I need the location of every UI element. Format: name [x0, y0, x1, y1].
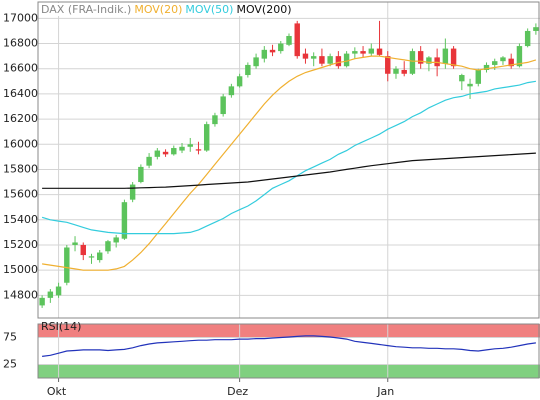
- candle-body: [39, 297, 45, 306]
- candle-body: [72, 242, 78, 245]
- candle-body: [113, 237, 119, 243]
- candle-body: [55, 286, 62, 296]
- legend-entry: MOV(20): [134, 3, 182, 16]
- y-tick-label: 16200: [3, 112, 38, 125]
- legend-entry: MOV(50): [185, 3, 233, 16]
- ma-line: [42, 55, 537, 271]
- y-tick-label: 17000: [3, 11, 38, 24]
- candle-body: [228, 86, 235, 96]
- candle-body: [533, 27, 539, 31]
- candle-body: [500, 57, 506, 62]
- y-tick-label: 75: [3, 331, 17, 344]
- candle-body: [508, 58, 514, 67]
- candle-body: [310, 56, 317, 59]
- y-tick-label: 16600: [3, 62, 38, 75]
- x-tick-label: Dez: [227, 385, 248, 398]
- candle-body: [401, 69, 407, 74]
- candle-body: [516, 46, 523, 67]
- upper-band: [38, 324, 540, 338]
- candle-body: [352, 51, 358, 54]
- candle-body: [154, 150, 161, 157]
- panel-frame: [37, 1, 540, 319]
- legend-entry: MOV(200): [236, 3, 291, 16]
- candle-body: [236, 76, 243, 87]
- candle-body: [319, 56, 325, 64]
- candle-body: [129, 184, 136, 200]
- candle-body: [426, 57, 432, 64]
- candle-body: [442, 48, 449, 64]
- candle-body: [286, 35, 292, 45]
- candle-body: [376, 48, 383, 55]
- candle-body: [278, 43, 284, 52]
- candle-body: [343, 53, 350, 67]
- candle-body: [245, 64, 251, 76]
- y-tick-label: 25: [3, 358, 17, 371]
- ma-line: [42, 335, 536, 357]
- y-tick-label: 15800: [3, 162, 38, 175]
- candle-body: [459, 75, 465, 82]
- panel-frame: [37, 323, 540, 379]
- y-tick-label: 15000: [3, 263, 38, 276]
- candle-body: [187, 144, 193, 147]
- legend-entry: DAX (FRA-Indik.): [41, 3, 131, 16]
- y-tick-label: 14800: [3, 288, 38, 301]
- y-tick-label: 15600: [3, 188, 38, 201]
- candle-body: [475, 69, 481, 84]
- candle-body: [179, 146, 185, 151]
- y-tick-label: 16400: [3, 87, 38, 100]
- candle-body: [327, 56, 333, 64]
- candle-body: [483, 64, 490, 70]
- y-tick-label: 16800: [3, 37, 38, 50]
- candle-body: [492, 61, 498, 65]
- candle-body: [409, 51, 416, 74]
- ma-line: [41, 80, 536, 235]
- x-tick-label: Okt: [47, 385, 67, 398]
- lower-band: [38, 364, 540, 378]
- ma-line: [42, 152, 536, 189]
- candle-body: [360, 51, 366, 54]
- candle-body: [524, 30, 531, 47]
- candle-body: [385, 56, 391, 74]
- candle-body: [47, 291, 54, 298]
- candle-body: [220, 96, 226, 115]
- candle-body: [195, 149, 202, 151]
- rsi-title: RSI(14): [41, 320, 81, 333]
- y-tick-label: 15400: [3, 213, 38, 226]
- candle-body: [80, 244, 86, 256]
- candle-body: [64, 247, 70, 283]
- candle-body: [88, 256, 95, 258]
- candle-body: [450, 48, 457, 67]
- candle-body: [138, 166, 144, 183]
- candle-body: [171, 148, 177, 155]
- candle-body: [467, 83, 473, 87]
- legend-bg: [39, 3, 295, 16]
- candle-body: [261, 49, 268, 59]
- candle-body: [368, 48, 375, 54]
- candle-body: [302, 53, 309, 59]
- candle-body: [393, 68, 399, 74]
- y-tick-label: 16000: [3, 137, 38, 150]
- candle-body: [203, 124, 210, 151]
- candle-body: [335, 56, 342, 67]
- candle-body: [97, 252, 103, 261]
- candle-body: [269, 49, 276, 53]
- candle-body: [121, 202, 128, 239]
- candle-body: [105, 241, 111, 252]
- candle-body: [294, 23, 300, 57]
- candle-body: [162, 151, 169, 155]
- y-tick-label: 15200: [3, 238, 38, 251]
- candle-body: [146, 156, 152, 166]
- x-tick-label: Jan: [376, 385, 394, 398]
- candle-body: [212, 115, 218, 125]
- candle-body: [253, 57, 259, 67]
- candle-body: [417, 51, 424, 64]
